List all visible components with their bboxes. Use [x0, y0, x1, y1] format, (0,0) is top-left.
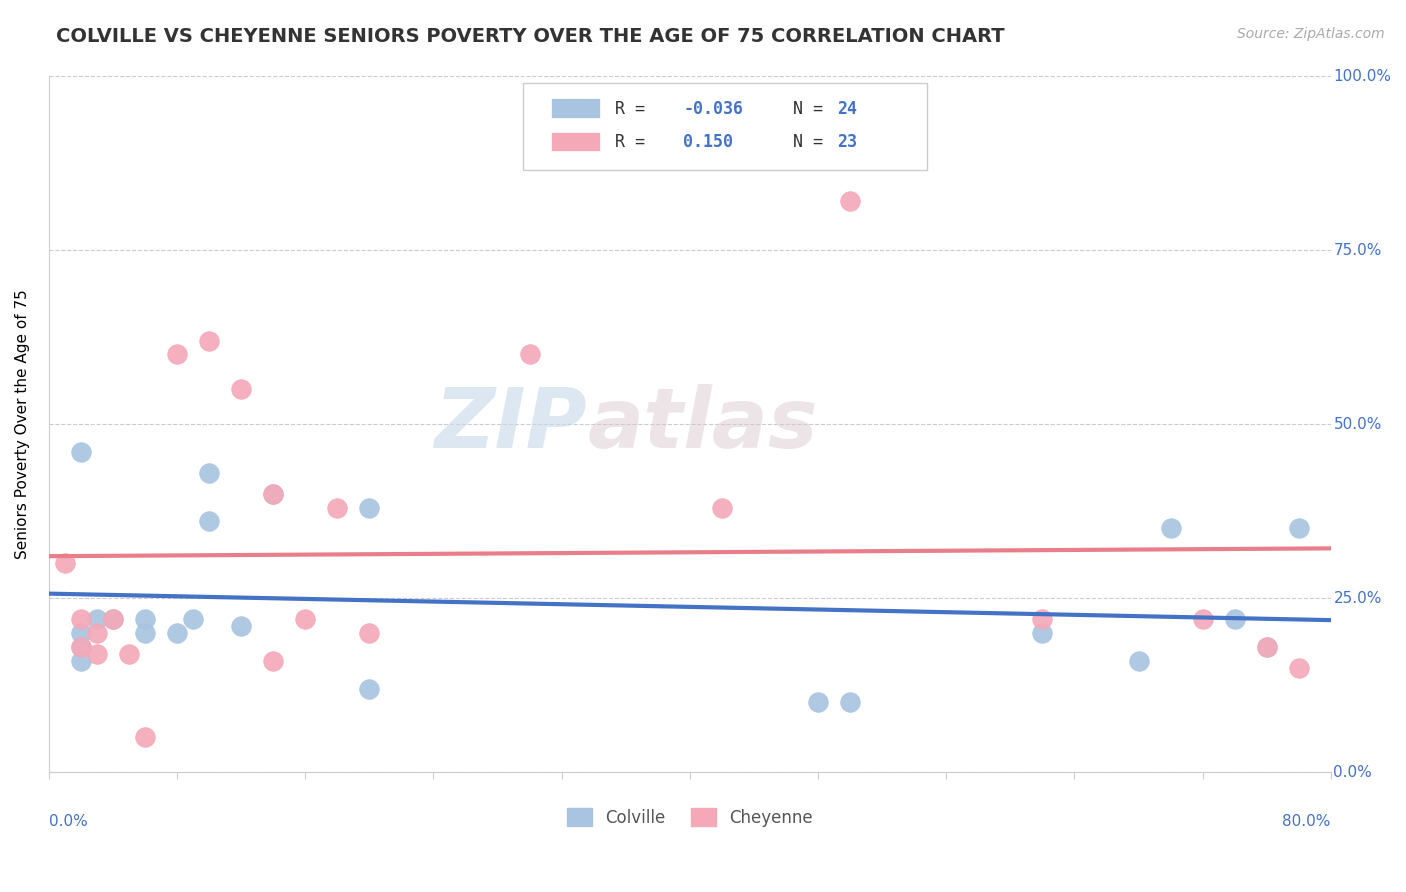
Point	[359, 681, 381, 696]
Point	[69, 654, 91, 668]
Point	[519, 347, 541, 361]
Point	[262, 654, 284, 668]
Point	[118, 647, 141, 661]
FancyBboxPatch shape	[523, 83, 927, 170]
Point	[198, 334, 221, 348]
Point	[839, 695, 862, 709]
Point	[69, 625, 91, 640]
Point	[839, 194, 862, 209]
Text: 80.0%: 80.0%	[1282, 814, 1331, 829]
Y-axis label: Seniors Poverty Over the Age of 75: Seniors Poverty Over the Age of 75	[15, 289, 30, 559]
Point	[1031, 625, 1053, 640]
Text: 75.0%: 75.0%	[1333, 243, 1382, 258]
Text: ZIP: ZIP	[434, 384, 588, 465]
Text: 25.0%: 25.0%	[1333, 591, 1382, 606]
Text: 100.0%: 100.0%	[1333, 69, 1392, 84]
Point	[86, 625, 108, 640]
Point	[166, 625, 188, 640]
FancyBboxPatch shape	[551, 98, 600, 118]
Point	[198, 466, 221, 480]
Point	[69, 445, 91, 459]
Point	[86, 612, 108, 626]
Point	[1031, 612, 1053, 626]
Point	[710, 500, 733, 515]
Text: 24: 24	[837, 100, 858, 118]
Point	[229, 619, 252, 633]
Point	[1160, 521, 1182, 535]
Legend: Colville, Cheyenne: Colville, Cheyenne	[561, 802, 820, 833]
Point	[229, 382, 252, 396]
FancyBboxPatch shape	[551, 132, 600, 151]
Text: N =: N =	[773, 133, 834, 151]
Point	[134, 731, 156, 745]
Point	[294, 612, 316, 626]
Point	[181, 612, 204, 626]
Point	[326, 500, 349, 515]
Point	[1223, 612, 1246, 626]
Text: R =: R =	[616, 100, 655, 118]
Point	[359, 500, 381, 515]
Point	[101, 612, 124, 626]
Text: 50.0%: 50.0%	[1333, 417, 1382, 432]
Point	[1256, 640, 1278, 654]
Point	[69, 640, 91, 654]
Point	[359, 625, 381, 640]
Point	[1288, 521, 1310, 535]
Text: N =: N =	[773, 100, 834, 118]
Point	[134, 612, 156, 626]
Point	[198, 515, 221, 529]
Point	[134, 625, 156, 640]
Point	[166, 347, 188, 361]
Point	[53, 556, 76, 570]
Point	[86, 647, 108, 661]
Point	[1288, 660, 1310, 674]
Text: 23: 23	[837, 133, 858, 151]
Point	[1256, 640, 1278, 654]
Point	[262, 486, 284, 500]
Text: R =: R =	[616, 133, 665, 151]
Text: 0.0%: 0.0%	[1333, 764, 1372, 780]
Point	[807, 695, 830, 709]
Point	[69, 640, 91, 654]
Point	[69, 612, 91, 626]
Point	[1191, 612, 1213, 626]
Point	[1128, 654, 1150, 668]
Text: 0.0%: 0.0%	[49, 814, 87, 829]
Text: -0.036: -0.036	[683, 100, 744, 118]
Text: atlas: atlas	[588, 384, 818, 465]
Point	[262, 486, 284, 500]
Point	[101, 612, 124, 626]
Text: COLVILLE VS CHEYENNE SENIORS POVERTY OVER THE AGE OF 75 CORRELATION CHART: COLVILLE VS CHEYENNE SENIORS POVERTY OVE…	[56, 27, 1005, 45]
Text: 0.150: 0.150	[683, 133, 734, 151]
Text: Source: ZipAtlas.com: Source: ZipAtlas.com	[1237, 27, 1385, 41]
